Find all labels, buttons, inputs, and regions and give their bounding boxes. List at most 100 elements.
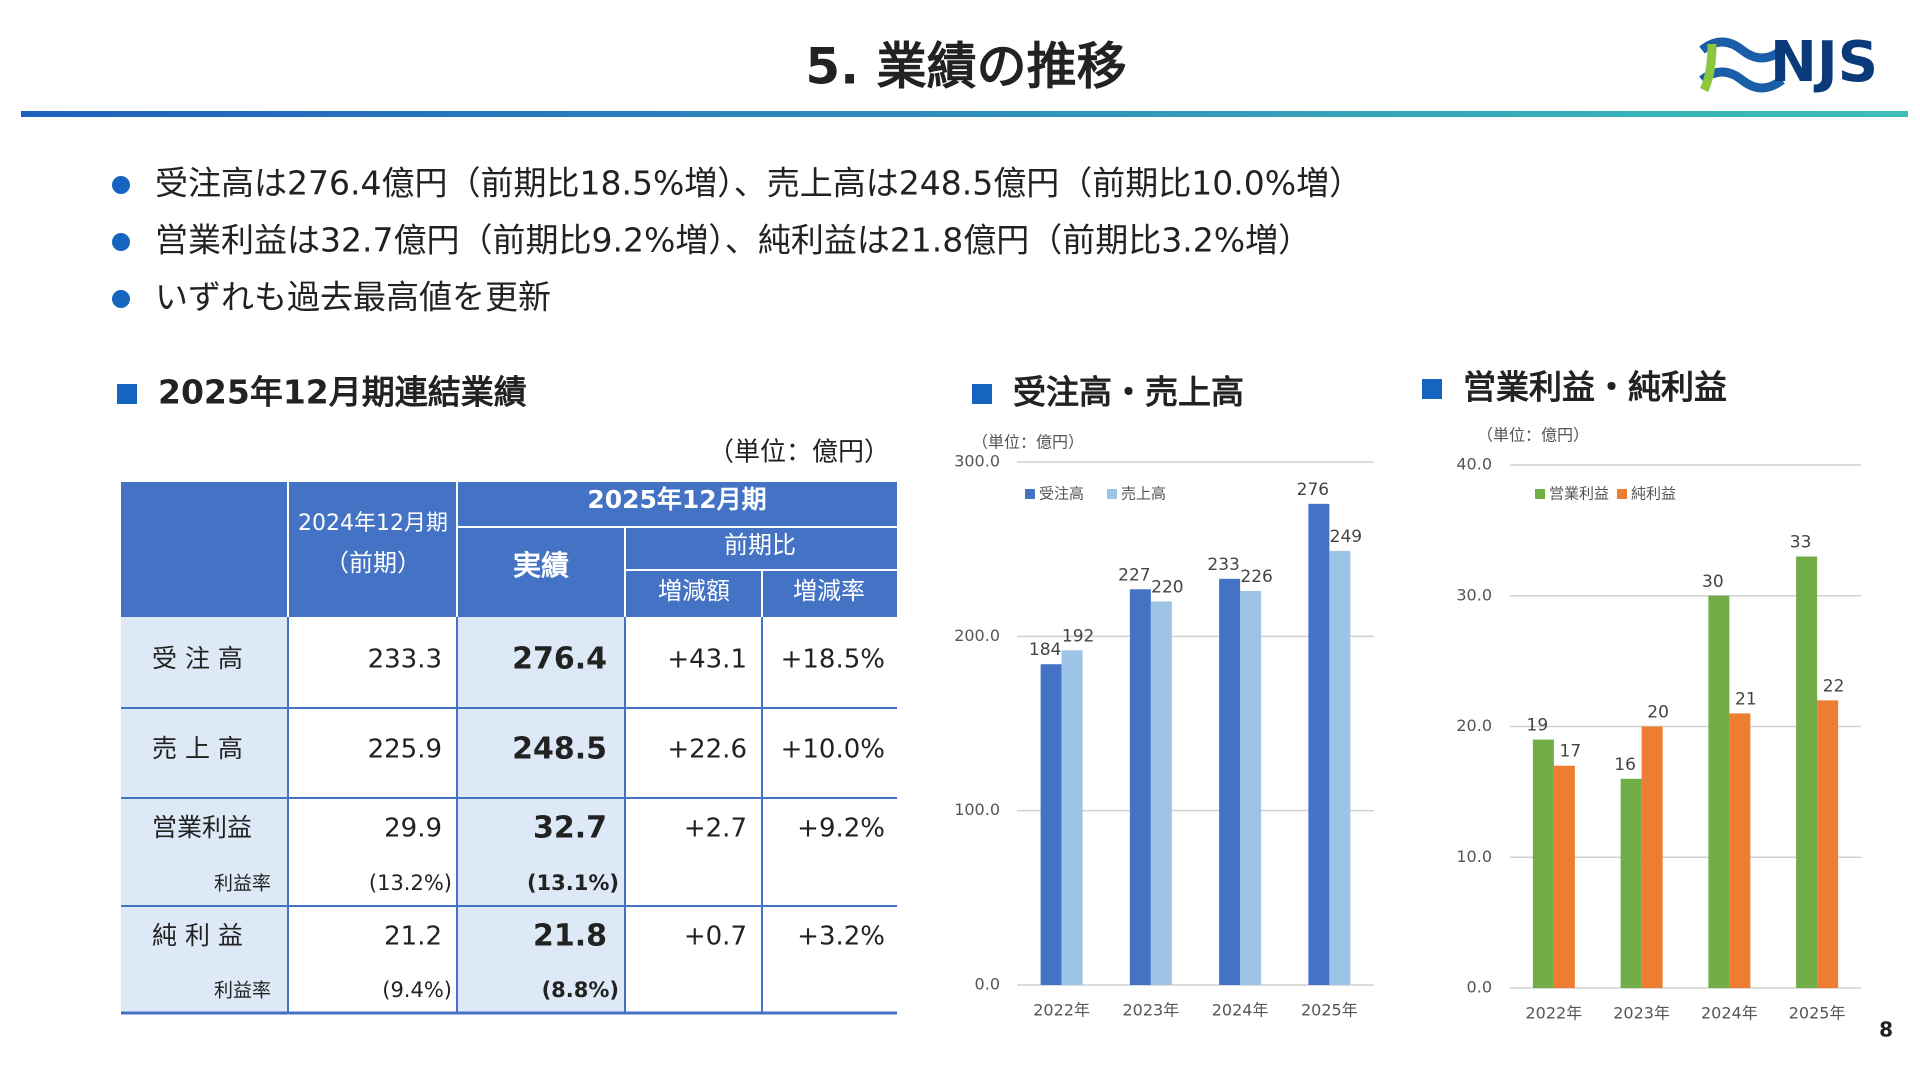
section-marker [972, 384, 992, 404]
table-cell: 276.4 [512, 642, 607, 677]
y-tick-label: 30.0 [1456, 585, 1492, 604]
legend-swatch [1107, 489, 1117, 499]
bar [1308, 503, 1330, 985]
label-column-bg [121, 617, 288, 1013]
header-cell: （前期） [325, 549, 421, 577]
margin-cell: (13.1%) [527, 871, 619, 895]
y-axis-label: （単位：億円） [1477, 426, 1589, 445]
bar [1796, 556, 1818, 988]
section-marker [117, 384, 137, 404]
x-tick-label: 2022年 [1526, 1004, 1583, 1023]
value-label: 220 [1151, 577, 1183, 597]
y-tick-label: 300.0 [954, 452, 1000, 471]
row-label: 純 利 益 [152, 921, 243, 950]
table-cell: 233.3 [368, 645, 442, 675]
bar [1532, 739, 1554, 988]
value-label: 227 [1118, 565, 1150, 585]
value-label: 226 [1240, 567, 1272, 587]
bar [1150, 601, 1172, 985]
results-table: 2024年12月期 （前期） 2025年12月期 実績 前期比 増減額 増減率 … [121, 482, 897, 1015]
value-label: 22 [1823, 676, 1845, 696]
bar [1708, 595, 1730, 988]
table-cell: 21.8 [533, 919, 607, 954]
margin-label: 利益率 [214, 873, 271, 895]
y-tick-label: 0.0 [1467, 978, 1492, 997]
y-tick-label: 0.0 [975, 975, 1000, 994]
legend-swatch [1617, 489, 1627, 499]
row-label: 営業利益 [152, 813, 252, 842]
legend-label: 純利益 [1631, 485, 1676, 503]
legend-label: 受注高 [1039, 485, 1084, 503]
bullet-text: 営業利益は32.7億円（前期比9.2%増）、純利益は21.8億円（前期比3.2%… [155, 221, 1311, 260]
x-tick-label: 2025年 [1301, 1001, 1358, 1020]
value-label: 17 [1560, 742, 1582, 762]
table-cell: 21.2 [384, 922, 442, 952]
table-cell: +3.2% [797, 922, 885, 952]
table-cell: +10.0% [781, 735, 885, 765]
value-label: 33 [1790, 533, 1812, 553]
bullet-dot [112, 233, 130, 251]
x-tick-label: 2023年 [1123, 1001, 1180, 1020]
section-title: 受注高・売上高 [1013, 373, 1244, 412]
y-tick-label: 40.0 [1456, 455, 1492, 474]
y-axis-label: （単位：億円） [972, 433, 1084, 452]
bar [1061, 650, 1083, 985]
margin-cell: (9.4%) [382, 978, 452, 1002]
y-tick-label: 200.0 [954, 626, 1000, 645]
table-cell: 248.5 [512, 732, 607, 767]
charts: （単位：億円）0.0100.0200.0300.02022年1841922023… [954, 426, 1861, 1023]
margin-cell: (13.2%) [369, 871, 452, 895]
bullet-text: 受注高は276.4億円（前期比18.5%増）、売上高は248.5億円（前期比10… [155, 164, 1362, 203]
legend-swatch [1025, 489, 1035, 499]
margin-cell: (8.8%) [542, 978, 619, 1002]
page-number: 8 [1879, 1018, 1893, 1042]
y-tick-label: 20.0 [1456, 716, 1492, 735]
x-tick-label: 2023年 [1613, 1004, 1670, 1023]
header-cell: 増減額 [658, 577, 730, 605]
value-label: 233 [1207, 555, 1239, 575]
title-rule [21, 111, 1908, 117]
section-title: 2025年12月期連結業績 [158, 373, 527, 412]
row-label: 売 上 高 [152, 734, 243, 763]
logo: NJS [1699, 30, 1878, 95]
legend-label: 売上高 [1121, 485, 1166, 503]
value-label: 184 [1029, 640, 1061, 660]
table-cell: 225.9 [368, 735, 442, 765]
value-label: 16 [1614, 755, 1636, 775]
bar [1129, 589, 1151, 985]
bar [1240, 591, 1262, 985]
bar [1620, 778, 1642, 988]
value-label: 21 [1735, 689, 1757, 709]
bar [1641, 726, 1663, 988]
table-cell: +0.7 [684, 922, 747, 952]
y-tick-label: 10.0 [1456, 847, 1492, 866]
x-tick-label: 2022年 [1033, 1001, 1090, 1020]
table-cell: +9.2% [797, 814, 885, 844]
bar [1040, 664, 1062, 985]
bar [1219, 578, 1241, 985]
table-cell: +22.6 [667, 735, 747, 765]
header-cell: 前期比 [724, 531, 796, 559]
bar [1729, 713, 1751, 988]
bullet-text: いずれも過去最高値を更新 [155, 278, 551, 317]
value-label: 192 [1062, 626, 1094, 646]
bullet-dot [112, 176, 130, 194]
table-cell: 32.7 [533, 811, 607, 846]
header-cell: 実績 [513, 549, 569, 582]
section-title: 営業利益・純利益 [1463, 368, 1727, 407]
legend-swatch [1535, 489, 1545, 499]
header-cell: 2024年12月期 [298, 511, 448, 536]
slide-title: 5. 業績の推移 [805, 38, 1126, 96]
bullet-dot [112, 290, 130, 308]
header-cell: 増減率 [793, 577, 865, 605]
section-marker [1422, 379, 1442, 399]
x-tick-label: 2025年 [1789, 1004, 1846, 1023]
table-cell: +43.1 [667, 645, 747, 675]
x-tick-label: 2024年 [1701, 1004, 1758, 1023]
value-label: 20 [1647, 703, 1669, 723]
unit-label: （単位：億円） [708, 438, 890, 468]
y-tick-label: 100.0 [954, 800, 1000, 819]
actual-column-bg [457, 617, 625, 1013]
margin-label: 利益率 [214, 980, 271, 1002]
